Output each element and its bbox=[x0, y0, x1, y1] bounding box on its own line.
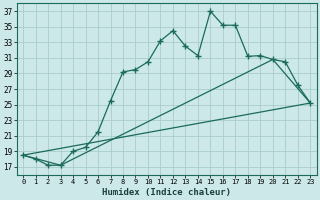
X-axis label: Humidex (Indice chaleur): Humidex (Indice chaleur) bbox=[102, 188, 231, 197]
